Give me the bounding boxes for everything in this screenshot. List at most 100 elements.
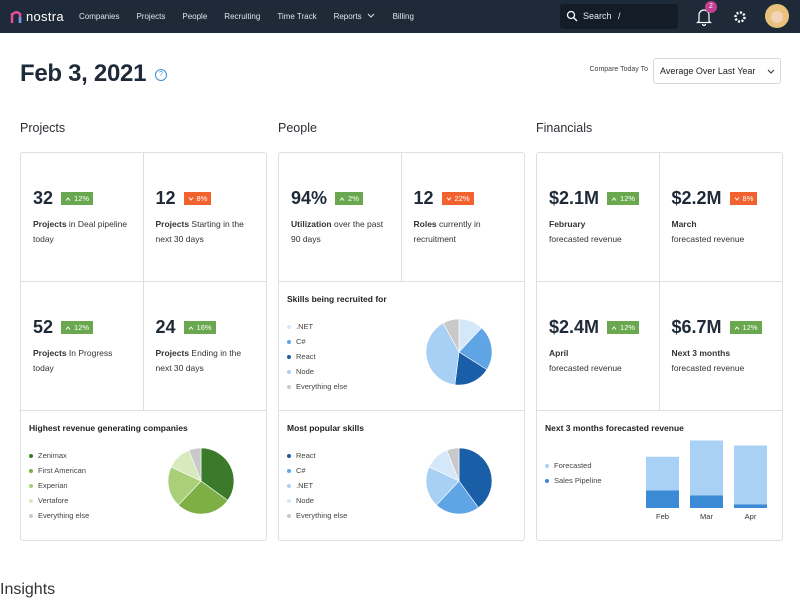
legend-item: Everything else (29, 511, 89, 520)
arrow-path (611, 325, 617, 330)
chevron-path (367, 13, 374, 18)
legend-item: First American (29, 466, 86, 475)
pie-cell: Skills being recruited for .NET C# React Nod… (279, 282, 524, 411)
legend-swatch (287, 369, 291, 374)
legend-swatch (29, 483, 33, 488)
legend-swatch (287, 498, 291, 503)
kpi-row: 12 8% (156, 188, 212, 209)
nav-link[interactable]: Projects (136, 12, 166, 21)
kpi-value: 52 (33, 317, 54, 337)
kpi-label: Next 3 months forecasted revenue (672, 346, 772, 376)
kpi-row: $2.4M 12% (549, 317, 640, 338)
arrow-path (734, 196, 739, 201)
change-badge: 22% (441, 192, 474, 205)
arrow-path (734, 325, 739, 330)
trend-arrow (188, 325, 193, 330)
nav-link[interactable]: Reports (334, 12, 376, 21)
legend-item: React (287, 451, 316, 460)
kpi-cell: 24 16% Projects Ending in the next 30 days (143, 282, 266, 411)
nav-icons (696, 4, 789, 28)
nav-link[interactable]: Recruiting (224, 12, 261, 21)
legend-swatch (287, 483, 291, 488)
change-text: 22% (454, 194, 470, 203)
bar-cell: Next 3 months forecasted revenue Forecast… (537, 411, 782, 540)
change-text: 12% (74, 323, 90, 332)
legend-label: React (296, 451, 316, 460)
kpi-cell: $6.7M 12% Next 3 months forecasted revenue (659, 282, 782, 411)
compare-dropdown[interactable]: Average Over Last Year (653, 58, 781, 84)
legend-label: First American (38, 466, 86, 475)
kpi-label: Projects in Deal pipeline today (33, 217, 133, 247)
change-badge: 12% (729, 321, 762, 334)
kpi-cell: 12 8% Projects Starting in the next 30 day… (143, 153, 266, 282)
chevron (367, 13, 374, 18)
legend-item: Experian (29, 481, 68, 490)
change-text: 12% (74, 194, 90, 203)
kpi-row: 12 22% (414, 188, 474, 209)
legend-label: C# (296, 337, 306, 346)
legend-label: Node (296, 496, 314, 505)
search-box[interactable]: Search / (560, 4, 678, 29)
notification-badge: 2 (705, 1, 717, 13)
legend-item: C# (287, 466, 306, 475)
chevron-path (767, 69, 775, 74)
help-icon[interactable]: ? (155, 69, 167, 81)
kpi-label-bold: March (671, 219, 697, 229)
kpi-value: 12 (413, 188, 434, 208)
kpi-value: 24 (155, 317, 176, 337)
pie-slice (425, 322, 460, 386)
legend-item: Sales Pipeline (545, 476, 602, 485)
legend-item: Forecasted (545, 461, 592, 470)
kpi-row: 94% 2% (291, 188, 363, 209)
trend-arrow (611, 325, 617, 330)
legend-item: Zenimax (29, 451, 67, 460)
kpi-value: 32 (33, 188, 54, 208)
bar-segment (690, 495, 723, 508)
kpi-cell: 12 22% Roles currently in recruitment (401, 153, 524, 282)
trend-arrow (446, 196, 451, 201)
kpi-label: March forecasted revenue (672, 217, 772, 247)
gear-icon[interactable] (734, 11, 746, 23)
change-text: 2% (348, 194, 359, 203)
kpi-label-text: forecasted revenue (671, 234, 745, 244)
x-tick-label: Apr (744, 512, 757, 521)
kpi-label-bold: Projects (33, 348, 67, 358)
nav-link[interactable]: People (182, 12, 208, 21)
trend-arrow (339, 196, 345, 201)
kpi-label-text: forecasted revenue (671, 363, 745, 373)
bar-segment (734, 445, 767, 505)
pie-cell: Highest revenue generating companies Zeni… (21, 411, 266, 540)
chart-title: Most popular skills (287, 423, 364, 433)
bar-segment (646, 490, 679, 508)
change-text: 8% (742, 194, 754, 203)
trend-arrow (611, 196, 617, 201)
compare-label: Compare Today To (589, 66, 649, 73)
legend-item: Everything else (287, 511, 347, 520)
chart-title: Next 3 months forecasted revenue (545, 423, 684, 433)
arrow-path (65, 196, 71, 201)
nav-link[interactable]: Companies (79, 12, 120, 21)
legend-swatch (287, 354, 291, 359)
insights-heading: Insights (0, 581, 56, 598)
legend-item: Node (287, 496, 314, 505)
legend-swatch (287, 339, 291, 344)
change-badge: 8% (183, 192, 212, 205)
legend-label: Sales Pipeline (554, 476, 602, 485)
pie-slice (435, 480, 479, 515)
legend-label: .NET (296, 481, 314, 490)
x-tick-label: Feb (656, 512, 669, 521)
section-title: People (278, 121, 317, 135)
change-text: 8% (196, 194, 208, 203)
pie-slice (442, 318, 460, 353)
kpi-label: Projects Starting in the next 30 days (156, 217, 256, 247)
kpi-label: Projects Ending in the next 30 days (156, 346, 256, 376)
legend-swatch (287, 324, 291, 329)
nav-link[interactable]: Billing (392, 12, 414, 21)
pie-slice (446, 447, 460, 482)
trend-arrow (734, 196, 739, 201)
pie-slice (458, 327, 493, 371)
change-badge: 12% (61, 321, 94, 334)
legend-item: React (287, 352, 316, 361)
nav-link[interactable]: Time Track (277, 12, 317, 21)
legend-item: .NET (287, 322, 313, 331)
